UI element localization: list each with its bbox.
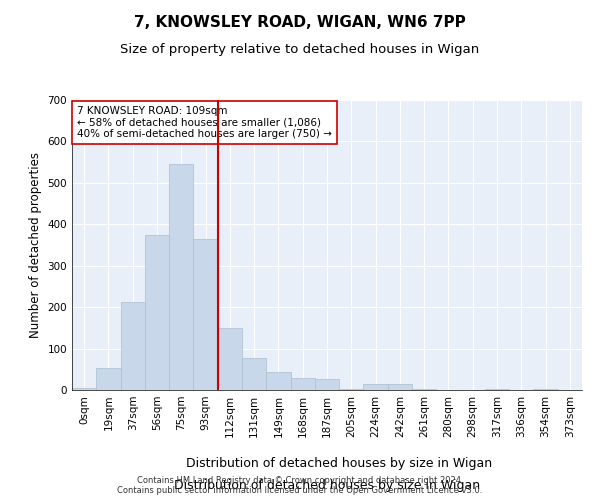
Bar: [266, 372, 290, 390]
Bar: [218, 328, 242, 390]
Text: Contains HM Land Registry data © Crown copyright and database right 2024.: Contains HM Land Registry data © Crown c…: [137, 476, 463, 485]
Bar: [72, 388, 96, 390]
X-axis label: Distribution of detached houses by size in Wigan: Distribution of detached houses by size …: [174, 478, 480, 492]
Text: Distribution of detached houses by size in Wigan: Distribution of detached houses by size …: [186, 458, 492, 470]
Bar: [290, 378, 315, 390]
Bar: [412, 389, 436, 390]
Bar: [193, 239, 218, 390]
Bar: [485, 389, 509, 390]
Text: Contains public sector information licensed under the Open Government Licence v3: Contains public sector information licen…: [118, 486, 482, 495]
Bar: [96, 368, 121, 390]
Text: 7, KNOWSLEY ROAD, WIGAN, WN6 7PP: 7, KNOWSLEY ROAD, WIGAN, WN6 7PP: [134, 15, 466, 30]
Bar: [242, 358, 266, 390]
Bar: [315, 379, 339, 390]
Text: 7 KNOWSLEY ROAD: 109sqm
← 58% of detached houses are smaller (1,086)
40% of semi: 7 KNOWSLEY ROAD: 109sqm ← 58% of detache…: [77, 106, 332, 139]
Bar: [121, 302, 145, 390]
Bar: [169, 164, 193, 390]
Bar: [533, 389, 558, 390]
Bar: [145, 234, 169, 390]
Y-axis label: Number of detached properties: Number of detached properties: [29, 152, 42, 338]
Bar: [339, 389, 364, 390]
Bar: [388, 384, 412, 390]
Bar: [364, 384, 388, 390]
Text: Size of property relative to detached houses in Wigan: Size of property relative to detached ho…: [121, 42, 479, 56]
